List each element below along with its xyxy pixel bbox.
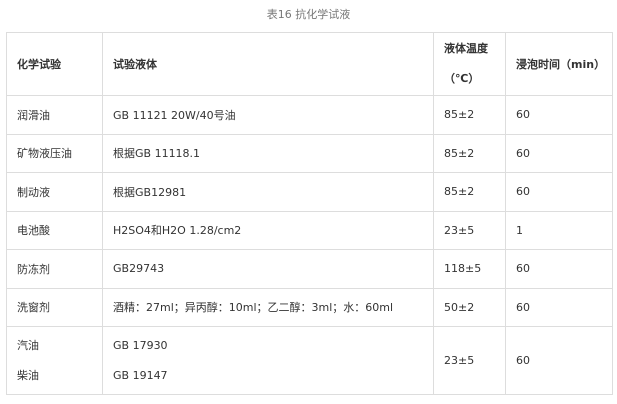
table-row: 防冻剂 GB29743 118±5 60: [6, 249, 613, 289]
cell-test: 润滑油: [6, 95, 103, 135]
table-row: 润滑油 GB 11121 20W/40号油 85±2 60: [6, 95, 613, 135]
cell-test: 制动液: [6, 172, 103, 212]
table-caption: 表16 抗化学试液: [266, 8, 351, 21]
cell-time: 60: [505, 95, 613, 135]
table-row: 矿物液压油 根据GB 11118.1 85±2 60: [6, 133, 613, 173]
header-time: 浸泡时间（min）: [505, 32, 613, 96]
cell-temp: 50±2: [433, 287, 506, 327]
header-test: 化学试验: [6, 32, 103, 96]
header-temp-label: 液体温度: [444, 42, 488, 55]
chemical-resistance-table: 化学试验 试验液体 液体温度 （℃） 浸泡时间（min） 润滑油 GB 11121 …: [6, 32, 613, 395]
table-row: 制动液 根据GB12981 85±2 60: [6, 172, 613, 212]
cell-liquid: 根据GB12981: [102, 172, 434, 212]
cell-time: 60: [505, 172, 613, 212]
cell-liquid: 根据GB 11118.1: [102, 133, 434, 173]
cell-temp: 85±2: [433, 95, 506, 135]
cell-text: GB 17930: [113, 338, 168, 352]
table-row: 电池酸 H2SO4和H2O 1.28/cm2 23±5 1: [6, 210, 613, 250]
cell-test: 洗窗剂: [6, 287, 103, 327]
cell-temp: 85±2: [433, 172, 506, 212]
cell-liquid: H2SO4和H2O 1.28/cm2: [102, 210, 434, 250]
cell-time: 60: [505, 133, 613, 173]
cell-time: 60: [505, 287, 613, 327]
cell-text: 柴油: [17, 368, 39, 382]
cell-test: 矿物液压油: [6, 133, 103, 173]
cell-time: 1: [505, 210, 613, 250]
cell-liquid: GB29743: [102, 249, 434, 289]
cell-text: 汽油: [17, 338, 39, 352]
cell-time: 60: [505, 249, 613, 289]
cell-liquid: GB 17930 GB 19147: [102, 326, 434, 395]
table-row: 洗窗剂 酒精：27ml；异丙醇：10ml；乙二醇：3ml；水：60ml 50±2 60: [6, 287, 613, 327]
cell-time: 60: [505, 326, 613, 395]
header-temp-unit: （℃）: [444, 72, 480, 85]
cell-temp: 85±2: [433, 133, 506, 173]
cell-liquid: GB 11121 20W/40号油: [102, 95, 434, 135]
cell-temp: 118±5: [433, 249, 506, 289]
header-temp: 液体温度 （℃）: [433, 32, 506, 96]
cell-test: 汽油 柴油: [6, 326, 103, 395]
cell-test: 防冻剂: [6, 249, 103, 289]
cell-liquid: 酒精：27ml；异丙醇：10ml；乙二醇：3ml；水：60ml: [102, 287, 434, 327]
header-row: 化学试验 试验液体 液体温度 （℃） 浸泡时间（min）: [6, 32, 613, 96]
cell-temp: 23±5: [433, 326, 506, 395]
cell-temp: 23±5: [433, 210, 506, 250]
cell-text: GB 19147: [113, 368, 168, 382]
header-liquid: 试验液体: [102, 32, 434, 96]
table-row: 汽油柴油 GB 17930 GB 19147 23±5 60: [6, 326, 613, 395]
cell-test: 电池酸: [6, 210, 103, 250]
